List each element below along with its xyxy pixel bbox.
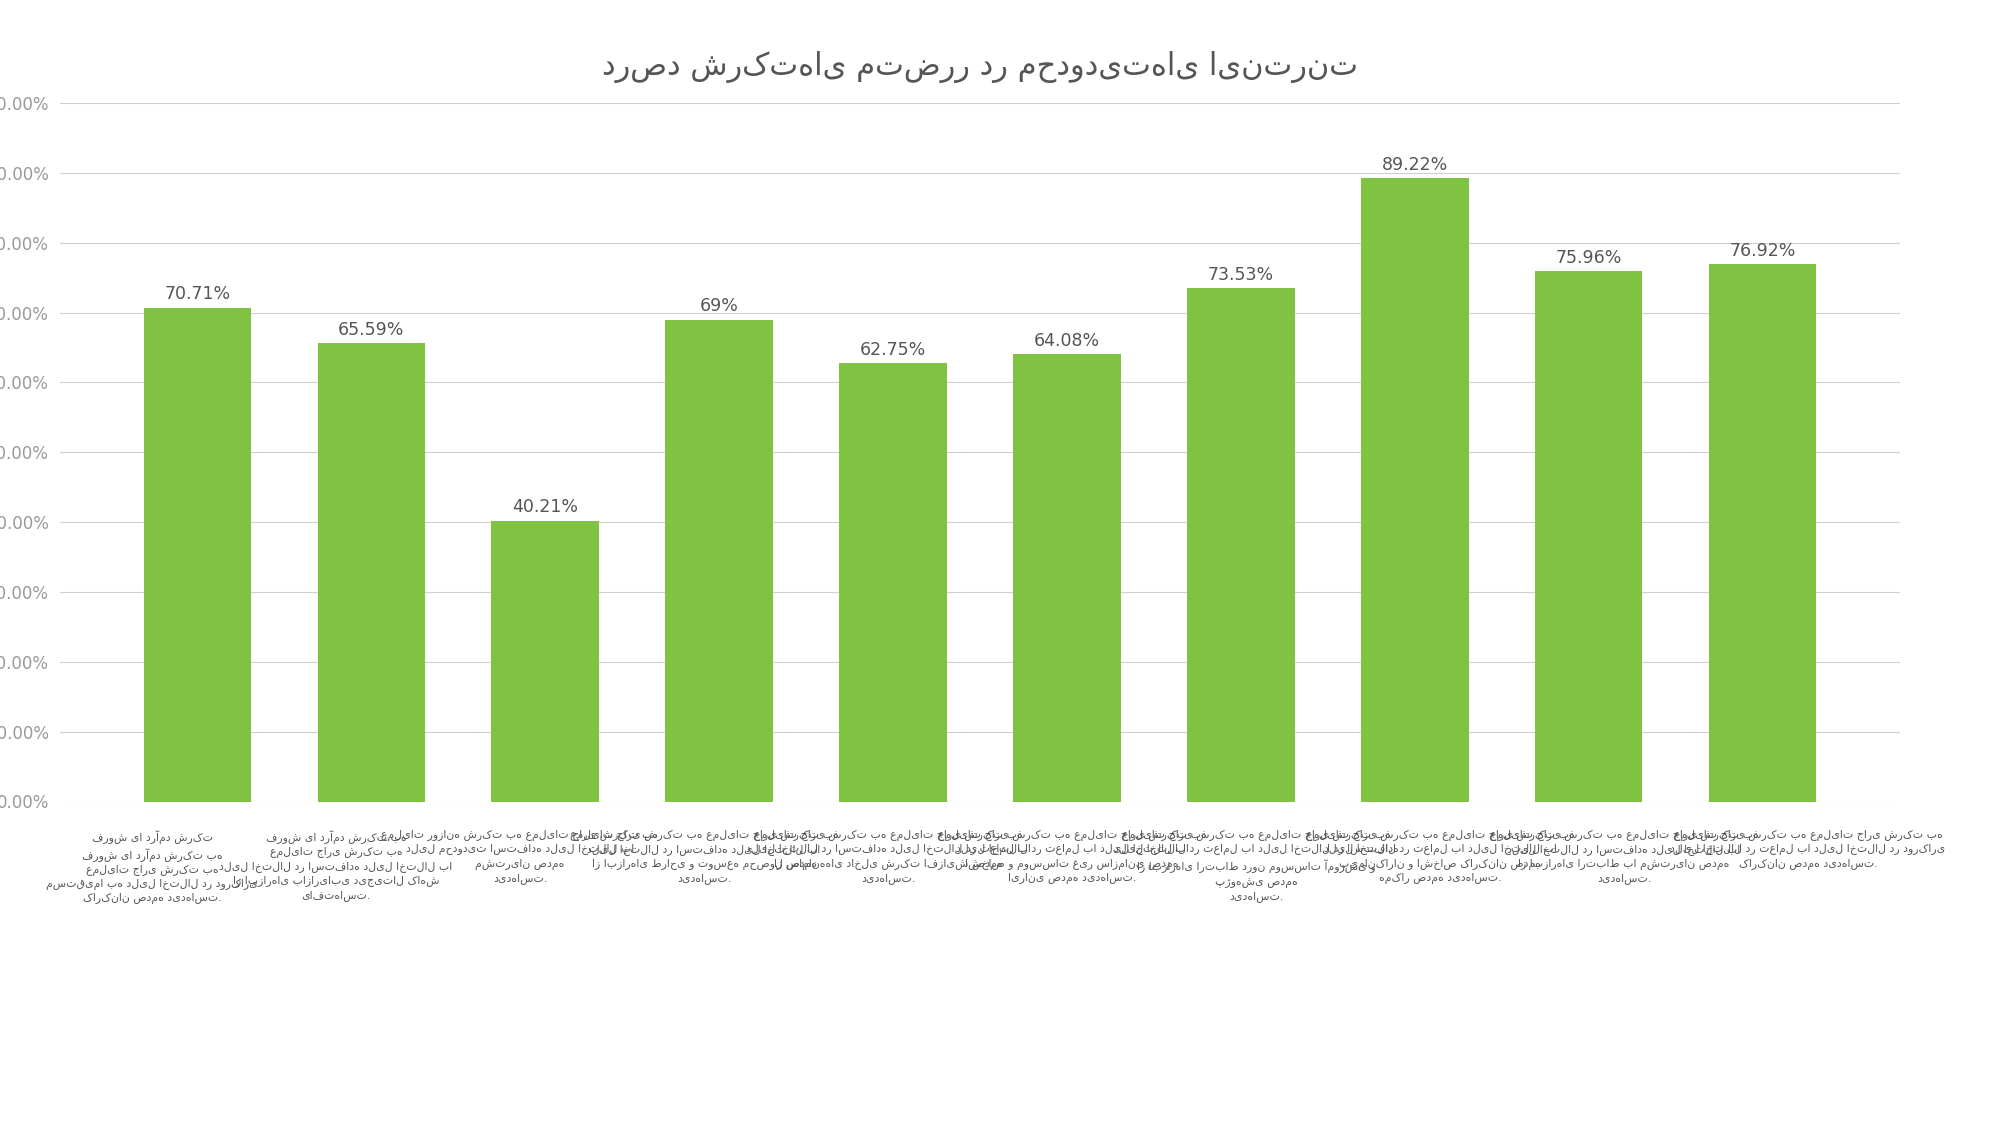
Text: عملیات جاری شرکت به عملیات جاری شرکت به
دلیل اختلال در تعامل با دلیل اختلال با
پ: عملیات جاری شرکت به عملیات جاری شرکت به … xyxy=(1306,830,1574,884)
Text: 75.96%: 75.96% xyxy=(1556,248,1622,267)
Text: 70.71%: 70.71% xyxy=(164,285,230,303)
Bar xyxy=(1186,287,1294,801)
Text: 40.21%: 40.21% xyxy=(512,498,578,516)
Bar xyxy=(1708,264,1816,802)
Title: درصد شرکت‌های متضرر در محدودیت‌های اینترنت: درصد شرکت‌های متضرر در محدودیت‌های اینتر… xyxy=(602,52,1358,84)
Text: 89.22%: 89.22% xyxy=(1382,156,1448,174)
Bar xyxy=(318,344,426,802)
Bar xyxy=(1014,354,1120,802)
Text: فروش یا درآمد شرکت به
عملیات جاری شرکت به
دلیل اختلال در استفاده دلیل اختلال با
: فروش یا درآمد شرکت به عملیات جاری شرکت ب… xyxy=(220,830,452,901)
Text: عملیات جاری شرکت به عملیات جاری شرکت به
دلیل اختلال در تعامل با دلیل اختلال در د: عملیات جاری شرکت به عملیات جاری شرکت به … xyxy=(1670,830,1946,869)
Text: عملیات جاری شرکت به عملیات جاری شرکت به
دلیل اختلال در استفاده دلیل اختلال در تع: عملیات جاری شرکت به عملیات جاری شرکت به … xyxy=(746,830,1030,884)
Bar xyxy=(666,319,774,802)
Text: 73.53%: 73.53% xyxy=(1208,266,1274,284)
Text: 76.92%: 76.92% xyxy=(1730,242,1796,260)
Text: 62.75%: 62.75% xyxy=(860,341,926,360)
Text: عملیات جاری شرکت به عملیات جاری شرکت به
دلیل اختلال در استفاده دلیل اختلال با
از: عملیات جاری شرکت به عملیات جاری شرکت به … xyxy=(1490,830,1758,884)
Bar xyxy=(144,308,252,802)
Bar xyxy=(840,363,946,802)
Text: عملیات جاری شرکت به عملیات جاری شرکت به
دلیل اختلال در تعامل با دلیل اختلال در ا: عملیات جاری شرکت به عملیات جاری شرکت به … xyxy=(1114,830,1398,902)
Text: فروش یا درآمد شرکت
فروش یا درآمد شرکت به
عملیات جاری شرکت به
مستقیما به دلیل اخت: فروش یا درآمد شرکت فروش یا درآمد شرکت به… xyxy=(46,830,258,905)
Text: عملیات روزانه شرکت به عملیات جاری شرکت به
دلیل محدودیت استفاده دلیل اختلال با
مش: عملیات روزانه شرکت به عملیات جاری شرکت ب… xyxy=(382,830,658,884)
Bar xyxy=(1360,179,1468,801)
Bar xyxy=(1534,271,1642,802)
Text: عملیات جاری شرکت به عملیات جاری شرکت به
دلیل اختلال در تعامل با دلیل اختلال با
ا: عملیات جاری شرکت به عملیات جاری شرکت به … xyxy=(938,830,1206,884)
Text: 65.59%: 65.59% xyxy=(338,322,404,339)
Text: 69%: 69% xyxy=(700,298,738,315)
Bar xyxy=(492,521,600,802)
Text: 64.08%: 64.08% xyxy=(1034,332,1100,349)
Text: عملیات جاری شرکت به عملیات جاری شرکت به
دلیل اختلال در استفاده دلیل اختلال با
از: عملیات جاری شرکت به عملیات جاری شرکت به … xyxy=(570,830,838,884)
